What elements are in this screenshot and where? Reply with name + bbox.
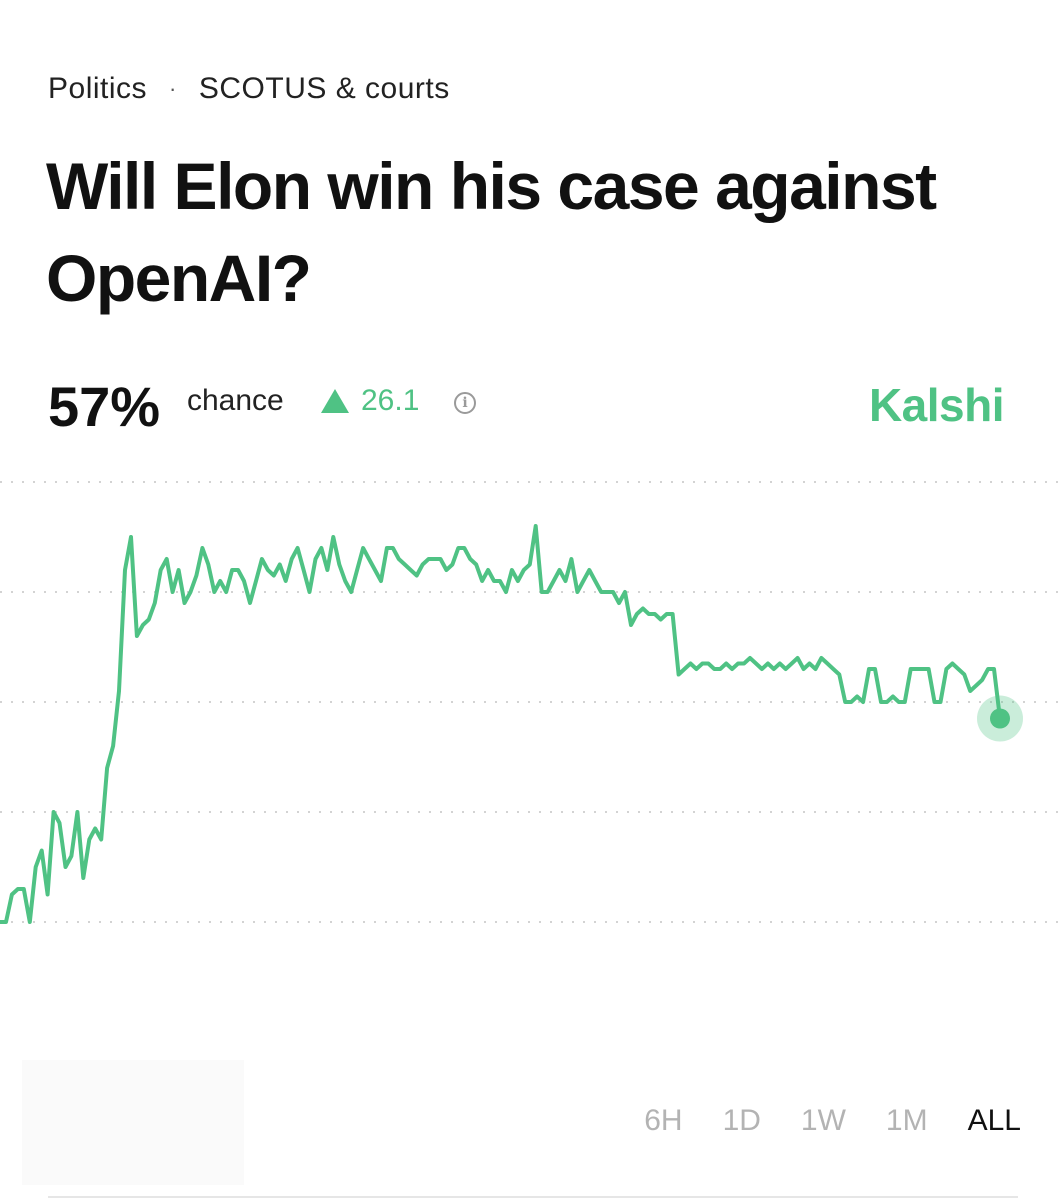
breadcrumb-subcategory[interactable]: SCOTUS & courts	[198, 72, 450, 105]
market-title: Will Elon win his case against OpenAI?	[46, 149, 937, 315]
range-all[interactable]: ALL	[967, 1104, 1021, 1137]
triangle-up-icon	[321, 389, 349, 413]
change-value: 26.1	[361, 384, 420, 417]
time-range-selector: 6H 1D 1W 1M ALL	[644, 1104, 1021, 1138]
chart-series-line	[0, 524, 1002, 924]
range-1w[interactable]: 1W	[800, 1104, 846, 1137]
range-1d[interactable]: 1D	[722, 1104, 761, 1137]
chart-placeholder-box	[22, 1060, 244, 1185]
brand-logo: Kalshi	[868, 379, 1005, 431]
breadcrumb-category[interactable]: Politics	[48, 72, 148, 105]
chart-current-point[interactable]	[990, 708, 1010, 729]
breadcrumb-separator: ·	[169, 76, 177, 101]
price-chart	[0, 481, 1061, 924]
market-stats: 57% chance 26.1 i Kalshi	[48, 372, 1008, 442]
breadcrumb: Politics · SCOTUS & courts	[48, 72, 450, 106]
chance-value: 57%	[48, 375, 161, 438]
change-indicator: 26.1	[321, 384, 419, 418]
divider	[48, 1196, 1018, 1198]
chance-label: chance	[187, 384, 284, 417]
range-1m[interactable]: 1M	[885, 1104, 928, 1137]
range-6h[interactable]: 6H	[644, 1104, 683, 1137]
info-icon[interactable]: i	[454, 392, 476, 414]
